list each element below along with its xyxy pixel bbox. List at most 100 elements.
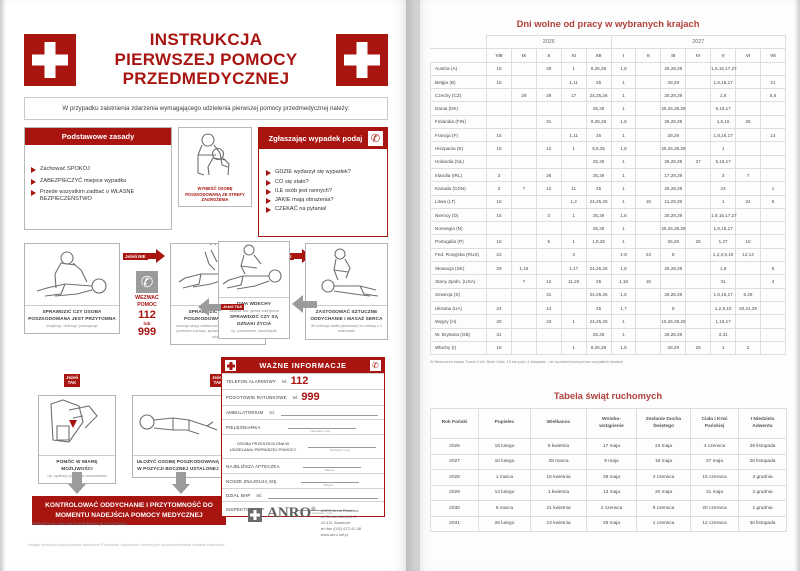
recovery-position-illustration — [133, 396, 223, 456]
holiday-cell — [759, 114, 787, 130]
holiday-cell — [685, 74, 712, 90]
disclaimer-text-1: Instrukcja nie stanowi kompleksowego roz… — [32, 521, 128, 526]
info-row[interactable]: OSOBA PRZESZKOLONA W UDZIELANIU PIERWSZE… — [222, 434, 384, 458]
info-writein-line[interactable] — [280, 409, 378, 416]
holiday-cell: 12 — [535, 274, 562, 289]
emergency-number-112: 112 — [138, 308, 156, 321]
holiday-cell: 1 — [610, 154, 637, 169]
info-hint: Miejsce — [323, 482, 334, 487]
holiday-cell — [635, 154, 662, 169]
holiday-cell: 14 — [535, 300, 562, 316]
info-row: TELEFON ALARMOWY tel. 112 — [222, 373, 384, 389]
page-edge-shadow-left — [0, 0, 6, 571]
holiday-cell — [486, 287, 512, 302]
holiday-cell: 6,16,17 — [710, 101, 737, 116]
holiday-cell — [759, 300, 787, 316]
feast-cell: 2029 — [430, 484, 479, 502]
holiday-cell — [635, 287, 662, 302]
info-label: PIELĘGNIARKA — [226, 424, 261, 430]
feast-cell: 9 maja — [586, 453, 637, 471]
holiday-cell: 1 — [610, 128, 637, 143]
info-writein-line[interactable] — [308, 441, 376, 448]
info-row[interactable]: AMBULATORIUM tel. — [222, 405, 384, 419]
info-row[interactable]: INSPEKTOR BHP Nazwisko i imię — [222, 501, 384, 516]
feast-cell: 2 grudnia — [738, 484, 787, 502]
info-writein-line[interactable] — [268, 492, 378, 499]
info-row[interactable]: DZIAŁ BHP tel. — [222, 488, 384, 501]
holiday-cell — [635, 261, 662, 276]
table-body: Austria (A) 15 26 1 8,25,26 1,6 26,28,29 1,6,16… — [430, 61, 787, 356]
holiday-cell: 1,6 — [610, 340, 637, 356]
month-header-III: III — [660, 48, 687, 63]
anro-wordmark: ANRO® — [267, 505, 316, 521]
holiday-cell: 7 — [510, 181, 537, 196]
table-row: Fed. Rosyjska (RUS) 22 4 1-8 23 8 1,2,3,9,10 12… — [430, 247, 787, 263]
month-header-I: I — [610, 48, 637, 63]
holiday-cell — [510, 287, 537, 302]
month-header-V: V — [710, 48, 737, 63]
holiday-cell: 20,21,28 — [735, 300, 761, 316]
holiday-cell — [510, 207, 537, 223]
holiday-cell: 4 — [759, 274, 787, 289]
page-title: INSTRUKCJA PIERWSZEJ POMOCY PRZEDMEDYCZN… — [76, 30, 336, 89]
holiday-cell — [735, 128, 761, 143]
two-breaths-sub1: zadbać tzw. głowa odchylona — [229, 308, 279, 313]
flow-step-two-breaths-cell — [210, 243, 212, 246]
holiday-cell — [685, 61, 712, 76]
info-row[interactable]: NAJBLIŻSZA APTECZKA Miejsce — [222, 458, 384, 473]
holiday-cell — [560, 327, 587, 342]
holiday-cell — [635, 128, 662, 143]
feast-cell: 28 maja — [586, 469, 637, 486]
feast-cell: 25 maja — [586, 515, 637, 533]
info-row[interactable]: PIELĘGNIARKA Nazwisko i imię — [222, 419, 384, 434]
info-row[interactable]: NOSZE ZNAJDUJĄ SIĘ Miejsce — [222, 473, 384, 488]
info-label: DZIAŁ BHP — [226, 492, 251, 498]
info-writein-line[interactable] — [301, 476, 360, 483]
feast-column-header: Popielec — [478, 408, 531, 440]
holiday-cell — [685, 181, 712, 196]
holiday-cell: 15 — [486, 340, 512, 356]
holiday-cell: 26,28,29 — [660, 114, 687, 130]
holiday-cell: 28,29 — [660, 128, 687, 143]
info-writein-line[interactable] — [295, 504, 354, 511]
info-writein-line[interactable] — [288, 422, 357, 429]
info-writein-line[interactable] — [302, 461, 361, 468]
carry-victim-caption: WYNIEŚĆ OSOBĘ POSZKODOWANĄ ZE STREFY ZAG… — [185, 186, 245, 203]
holiday-cell: 25,26,28,29 — [660, 221, 687, 236]
holiday-cell: 8,25,26 — [585, 61, 612, 76]
holiday-cell: 1 — [560, 234, 587, 249]
holiday-cell — [560, 101, 587, 116]
holiday-cell: 6 — [759, 194, 787, 209]
flow-step-1: SPRAWDZIĆ CZY OSOBA POSZKODOWANA JEST PR… — [24, 243, 120, 335]
holiday-cell — [560, 287, 587, 302]
country-cell: Dania (DK) — [430, 101, 487, 116]
holiday-cell: 1,18 — [610, 274, 637, 289]
holiday-cell: 11 — [560, 181, 587, 196]
table-row: Stany Zjedn. (USA) 7 12 11,26 25 1,18 15 31 4 — [430, 274, 787, 289]
holiday-cell: 4 — [560, 247, 587, 263]
feast-cell: 1 marca — [478, 469, 531, 486]
holiday-cell: 25,26 — [585, 167, 612, 183]
address-line: tel./fax (032) 672-42-48 — [320, 526, 362, 532]
holiday-cell: 12 — [535, 181, 562, 196]
feast-cell: 2028 — [430, 469, 479, 486]
holiday-cell — [560, 154, 587, 169]
holiday-cell: 1,8 — [710, 261, 737, 276]
holiday-cell — [685, 261, 712, 276]
table-row: 2027 10 lutego 28 marca 9 maja 16 maja 27 maj… — [430, 453, 787, 471]
table-row: 2028 1 marca 16 kwietnia 28 maja 4 czerwca 15… — [430, 469, 787, 486]
holiday-cell: 5 — [535, 234, 562, 249]
table-row: Szwecja (S) 31 24,25,26 1,6 26,28,29 1,6,16,1… — [430, 287, 787, 302]
report-accident-list: GDZIE wydarzył się wypadek? CO się stało… — [259, 165, 387, 220]
holiday-cell: 26,28,29 — [660, 61, 687, 76]
holiday-cell — [635, 61, 662, 76]
holiday-cell: 1 — [610, 314, 637, 329]
holiday-cell: 15 — [486, 74, 512, 90]
holiday-cell — [759, 154, 787, 169]
holiday-cell: 11,28,29 — [660, 194, 687, 209]
country-cell: Finlandia (FIN) — [430, 114, 487, 130]
important-information-title: WAŻNE INFORMACJE — [259, 361, 347, 370]
holiday-cell — [759, 167, 787, 183]
address-line: 42-431 Zawiercie — [320, 520, 351, 526]
holiday-cell: 1 — [610, 327, 637, 342]
